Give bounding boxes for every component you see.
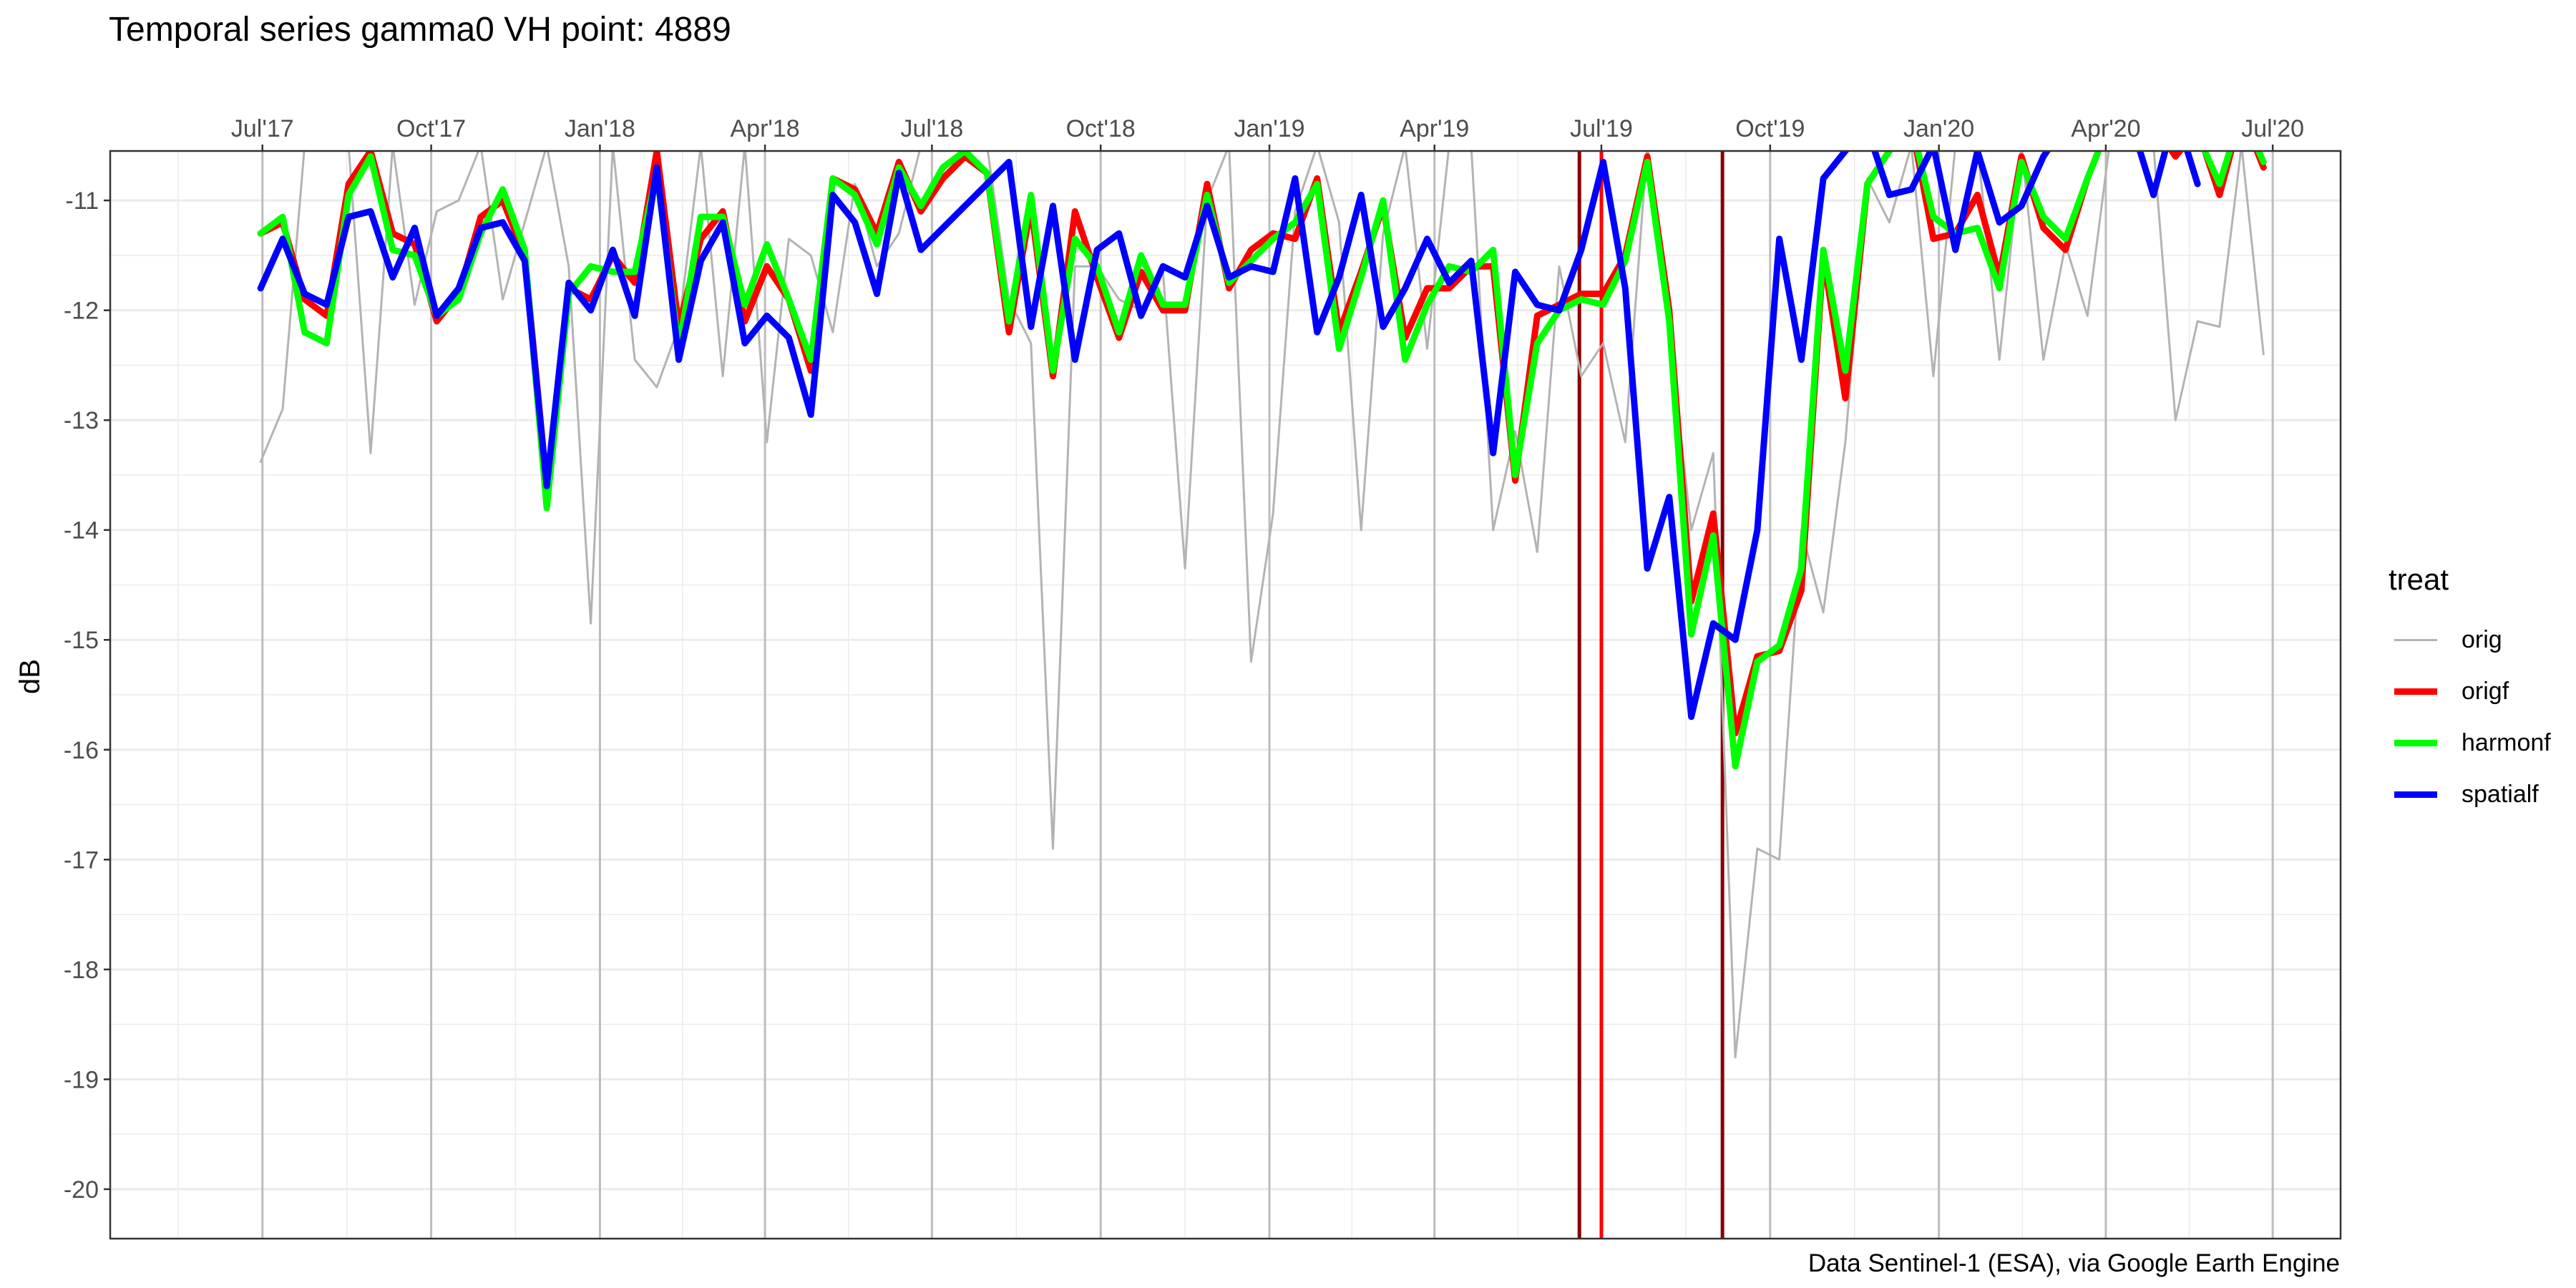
legend-title: treat <box>2389 562 2449 596</box>
y-axis-left: -11 -12 -13 -14 -15 -16 -17 -18 -19 -20 <box>64 187 110 1204</box>
series-line-orig <box>259 151 2265 1059</box>
legend-key-origf <box>2389 665 2443 717</box>
series-line-harmonf <box>257 151 2267 770</box>
legend-item-orig: orig <box>2389 614 2551 665</box>
legend: treat orig origf harmonf spatialf <box>2389 562 2551 820</box>
y-tick-label: -11 <box>65 187 99 215</box>
major-gridlines <box>110 151 2341 1239</box>
legend-label-harmonf: harmonf <box>2462 728 2551 756</box>
x-tick-label: Jul'17 <box>231 115 294 142</box>
y-tick-label: -18 <box>64 957 99 984</box>
x-tick-label: Apr'18 <box>730 115 799 142</box>
legend-item-spatialf: spatialf <box>2389 769 2551 820</box>
legend-item-origf: origf <box>2389 665 2551 717</box>
legend-key-orig <box>2389 614 2443 665</box>
y-tick-label: -19 <box>64 1066 99 1093</box>
x-tick-label: Jul'20 <box>2241 115 2304 142</box>
y-tick-label: -15 <box>64 627 99 654</box>
legend-label-origf: origf <box>2462 677 2509 705</box>
y-tick-label: -20 <box>64 1176 99 1204</box>
y-tick-label: -17 <box>64 847 99 874</box>
y-tick-label: -12 <box>64 298 99 325</box>
x-tick-label: Oct'17 <box>396 115 466 142</box>
x-tick-label: Jan'19 <box>1234 115 1304 142</box>
x-tick-label: Oct'18 <box>1066 115 1136 142</box>
plot-border <box>109 150 2342 1240</box>
legend-key-harmonf <box>2389 717 2443 769</box>
x-tick-label: Apr'20 <box>2071 115 2140 142</box>
legend-item-harmonf: harmonf <box>2389 717 2551 769</box>
legend-key-spatialf <box>2389 769 2443 820</box>
series-line-spatialf <box>257 151 2201 721</box>
x-tick-label: Jan'20 <box>1903 115 1974 142</box>
legend-label-orig: orig <box>2462 625 2502 653</box>
x-tick-label: Oct'19 <box>1735 115 1805 142</box>
x-tick-label: Jan'18 <box>565 115 635 142</box>
x-axis-top: Jul'17 Oct'17 Jan'18 Apr'18 Jul'18 Oct'18 Jan'… <box>231 115 2304 151</box>
x-tick-label: Jul'19 <box>1570 115 1633 142</box>
chart-caption: Data Sentinel-1 (ESA), via Google Earth … <box>1807 1249 2340 1277</box>
x-tick-label: Apr'19 <box>1400 115 1469 142</box>
y-tick-label: -16 <box>64 737 99 764</box>
series-lines <box>257 151 2267 1059</box>
y-tick-label: -14 <box>64 517 99 545</box>
y-axis-label: dB <box>14 659 46 694</box>
y-tick-label: -13 <box>64 407 99 434</box>
legend-label-spatialf: spatialf <box>2462 780 2539 808</box>
x-tick-label: Jul'18 <box>900 115 963 142</box>
chart-title: Temporal series gamma0 VH point: 4889 <box>109 11 731 49</box>
